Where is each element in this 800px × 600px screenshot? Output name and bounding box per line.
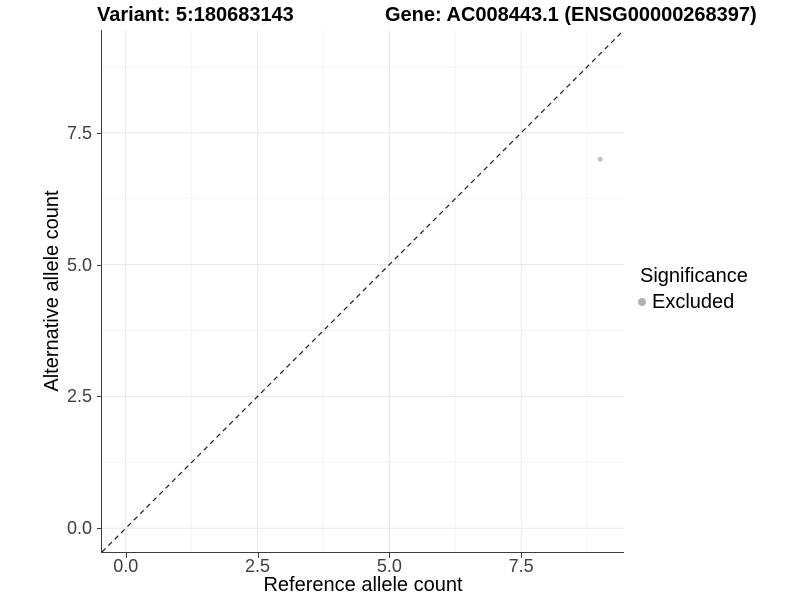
plot-panel <box>101 30 624 553</box>
legend-title: Significance <box>640 265 748 287</box>
y-tick-mark <box>97 528 102 530</box>
y-tick-label: 5.0 <box>66 254 92 275</box>
y-tick-label: 0.0 <box>66 518 92 539</box>
x-tick-mark <box>257 553 259 558</box>
x-axis-label: Reference allele count <box>263 574 463 596</box>
legend-entry-label: Excluded <box>652 291 735 313</box>
legend-marker-circle-icon <box>638 298 646 306</box>
x-tick-mark <box>389 553 391 558</box>
x-tick-label: 5.0 <box>376 556 402 576</box>
data-point <box>597 156 603 162</box>
plot-title-gene: Gene: AC008443.1 (ENSG00000268397) <box>385 4 757 26</box>
x-tick-label: 7.5 <box>508 556 534 576</box>
y-tick-mark <box>97 132 102 134</box>
x-tick-mark <box>521 553 523 558</box>
y-tick-mark <box>97 396 102 398</box>
plot-canvas <box>102 30 624 552</box>
x-tick-label: 0.0 <box>113 556 139 576</box>
y-tick-label: 7.5 <box>66 122 92 143</box>
plot-title-variant: Variant: 5:180683143 <box>97 4 294 26</box>
legend-entry-excluded: Excluded <box>638 290 748 314</box>
x-tick-label: 2.5 <box>245 556 271 576</box>
x-tick-mark <box>125 553 127 558</box>
y-tick-mark <box>97 264 102 266</box>
y-tick-label: 2.5 <box>66 386 92 407</box>
y-axis-label: Alternative allele count <box>41 190 63 392</box>
identity-dashed-line <box>102 30 624 552</box>
legend: Significance Excluded <box>638 264 748 314</box>
